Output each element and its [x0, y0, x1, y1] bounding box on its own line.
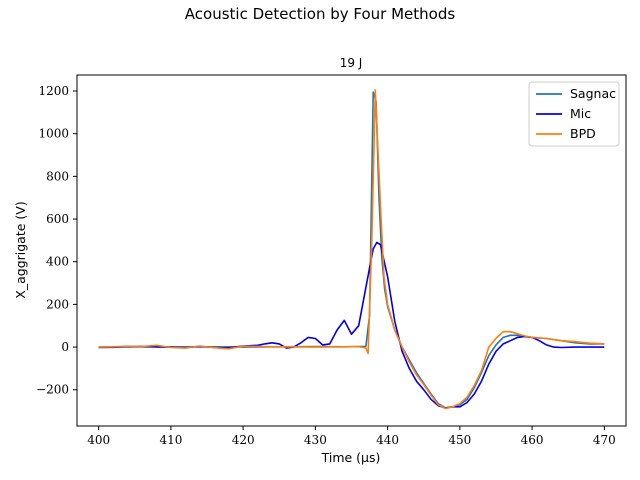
x-tick-label: 450 — [448, 433, 471, 447]
x-ticks: 400 410 420 430 440 450 460 470 — [87, 426, 616, 447]
x-tick-label: 400 — [87, 433, 110, 447]
legend-label-sagnac: Sagnac — [570, 86, 616, 101]
figure-suptitle: Acoustic Detection by Four Methods — [184, 5, 456, 23]
series-line-mic — [98, 241, 605, 409]
y-tick-label: 600 — [46, 212, 69, 226]
series-line-bpd — [98, 89, 605, 410]
legend-box — [528, 81, 620, 147]
x-tick-label: 440 — [376, 433, 399, 447]
x-axis-label: Time (μs) — [321, 450, 381, 465]
series-line-sagnac — [98, 91, 605, 409]
lines-layer — [98, 89, 605, 410]
legend-label-mic: Mic — [570, 106, 591, 121]
y-tick-label: 400 — [46, 255, 69, 269]
y-tick-label: −200 — [36, 383, 69, 397]
y-tick-label: 800 — [46, 169, 69, 183]
y-ticks: −200 0 200 400 600 800 1000 1200 — [36, 84, 77, 397]
axes-frame — [76, 74, 627, 427]
y-tick-label: 1000 — [38, 127, 69, 141]
x-tick-label: 410 — [159, 433, 182, 447]
x-tick-label: 420 — [232, 433, 255, 447]
x-tick-label: 430 — [304, 433, 327, 447]
y-tick-label: 200 — [46, 297, 69, 311]
axes-title: 19 J — [340, 56, 363, 70]
legend: Sagnac Mic BPD — [528, 81, 620, 147]
y-tick-label: 1200 — [38, 84, 69, 98]
legend-label-bpd: BPD — [570, 126, 596, 141]
x-tick-label: 470 — [593, 433, 616, 447]
x-tick-label: 460 — [521, 433, 544, 447]
y-axis-label: X_aggrigate (V) — [13, 201, 28, 298]
y-tick-label: 0 — [61, 340, 69, 354]
